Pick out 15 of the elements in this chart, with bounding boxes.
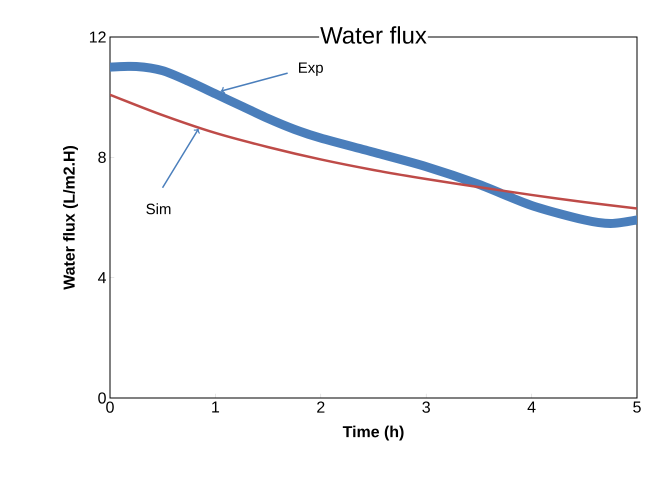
x-tick-label: 1	[212, 402, 220, 412]
x-tick-label: 4	[528, 402, 536, 412]
x-tick-label: 2	[317, 402, 324, 413]
x-tick-label: 0	[106, 402, 114, 413]
y-tick-label: 8	[98, 152, 106, 163]
y-axis-title: Water flux (L/m2.H)	[63, 146, 78, 290]
y-tick-label: 12	[90, 31, 106, 43]
y-tick-label: 4	[98, 272, 106, 284]
x-axis-title: Time (h)	[342, 426, 404, 440]
x-tick-label: 5	[633, 402, 641, 413]
x-tick-label: 3	[422, 402, 430, 413]
y-tick-label: 0	[98, 392, 106, 404]
annotation: Exp	[299, 62, 323, 76]
annotation: Sim	[146, 203, 170, 214]
chart-title: Water flux	[320, 26, 427, 44]
